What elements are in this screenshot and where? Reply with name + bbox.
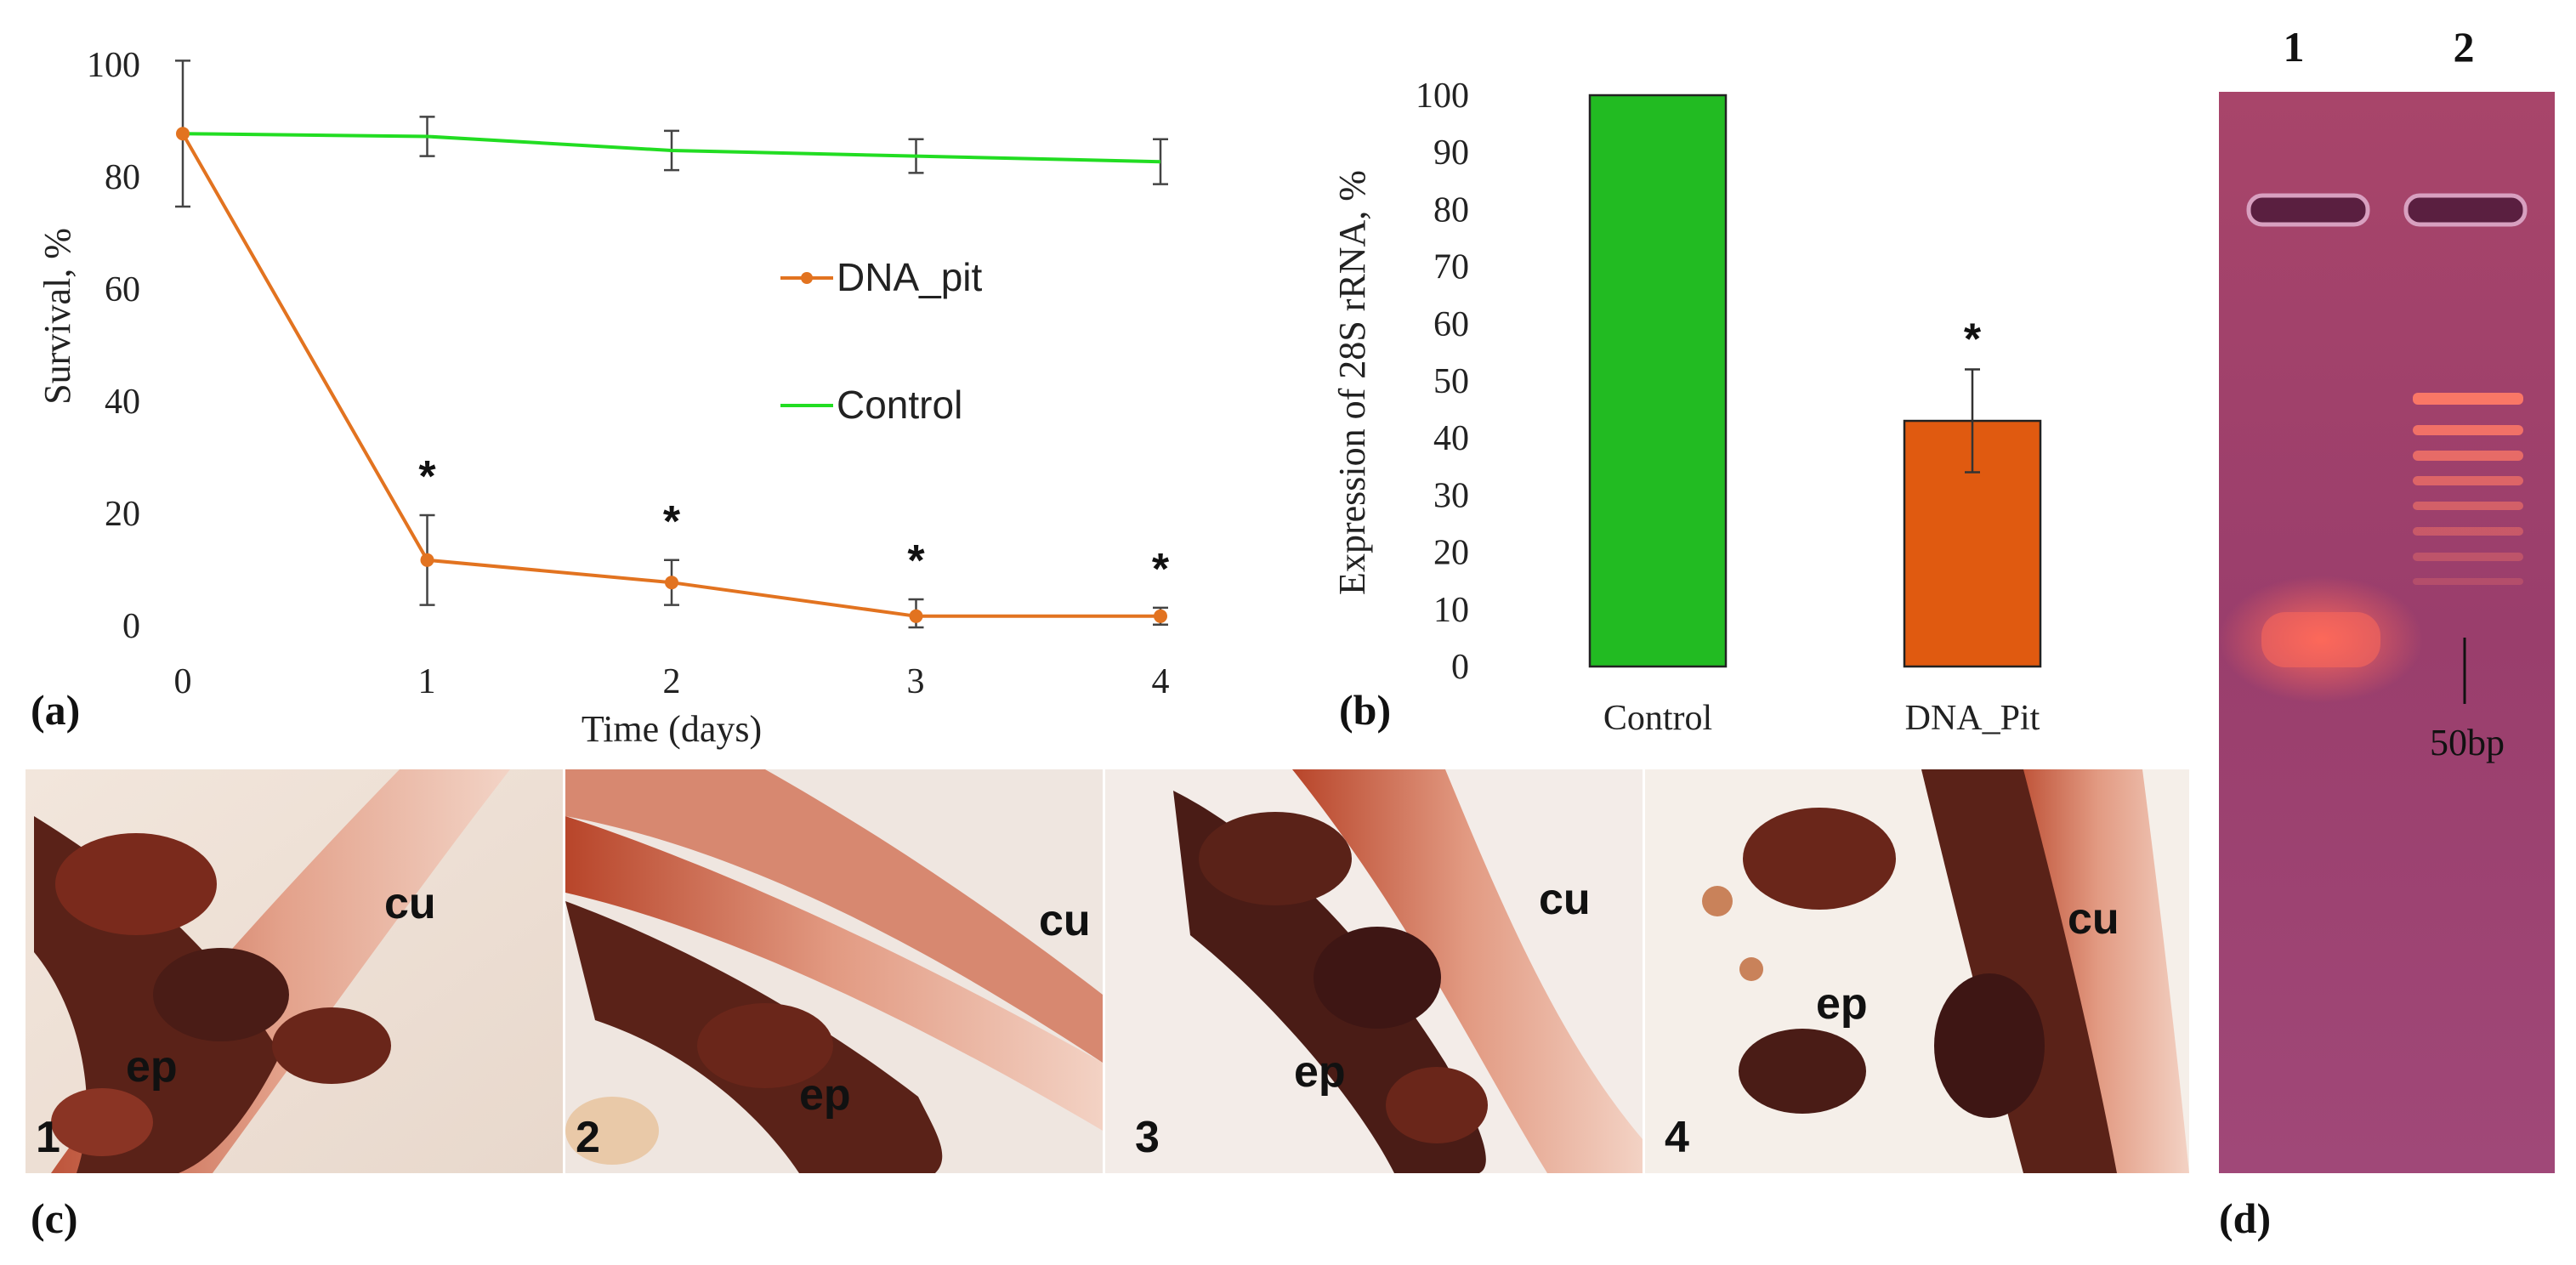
survival-x-axis-label: Time (days)	[582, 708, 762, 750]
significance-star: *	[663, 497, 681, 547]
y-tick-label: 0	[122, 607, 140, 646]
survival-y-axis-label: Survival, %	[37, 228, 78, 405]
histology-image-2	[565, 769, 1103, 1173]
data-point-dna-pit	[176, 127, 190, 141]
survival-legend: DNA_pit Control	[780, 255, 983, 427]
gel-lane-label-1: 1	[2284, 23, 2305, 71]
significance-star: *	[1964, 315, 1982, 365]
rrna-plot-area: *	[1588, 94, 2042, 668]
histology-panels: 1 cu ep 2 cu ep 3 cu ep 4 cu ep (c)	[26, 769, 2189, 1242]
gel-marker-label: 50bp	[2430, 722, 2505, 763]
y-tick-label: 70	[1433, 248, 1469, 287]
histology-ep-label-2: ep	[799, 1070, 851, 1120]
data-point-dna-pit	[1154, 609, 1167, 623]
y-tick-label: 60	[105, 270, 140, 309]
histology-cu-label-2: cu	[1039, 896, 1091, 945]
histology-cu-label-4: cu	[2068, 894, 2119, 944]
y-tick-label: 40	[105, 383, 140, 422]
legend-marker-dna-pit	[801, 272, 813, 284]
y-tick-label: 90	[1433, 133, 1469, 173]
data-point-dna-pit	[909, 609, 923, 623]
x-tick-label: 2	[663, 662, 681, 701]
x-tick-label: 0	[174, 662, 192, 701]
histology-labels: 1 cu ep 2 cu ep 3 cu ep 4 cu ep	[36, 875, 2119, 1162]
histology-image-1	[26, 769, 563, 1173]
gel-lane-label-2: 2	[2454, 23, 2475, 71]
y-tick-label: 40	[1433, 419, 1469, 458]
y-tick-label: 100	[1416, 77, 1469, 116]
legend-label-dna-pit: DNA_pit	[837, 255, 983, 299]
rrna-y-axis-label: Expression of 28S rRNA, %	[1331, 170, 1373, 595]
histology-number-4: 4	[1665, 1113, 1689, 1162]
survival-plot-area: * * * *	[175, 60, 1170, 629]
significance-star: *	[418, 452, 436, 502]
histology-ep-label-4: ep	[1816, 979, 1868, 1029]
survival-line-chart: 0 20 40 60 80 100 0 1 2 3 4 Time (days) …	[31, 46, 1170, 750]
gel-lane-1-smear	[2219, 576, 2423, 703]
survival-y-ticks: 0 20 40 60 80 100	[87, 46, 140, 646]
x-category-label: Control	[1603, 699, 1712, 738]
y-tick-label: 0	[1451, 648, 1469, 687]
panel-label-b: (b)	[1339, 686, 1391, 734]
y-tick-label: 100	[87, 46, 140, 85]
legend-label-control: Control	[837, 383, 962, 427]
y-tick-label: 10	[1433, 591, 1469, 630]
x-tick-label: 3	[907, 662, 925, 701]
rrna-y-ticks: 0 10 20 30 40 50 60 70 80 90 100	[1416, 77, 1469, 687]
histology-image-4	[1645, 769, 2189, 1173]
gel-lane-2-ladder	[2413, 393, 2523, 585]
panel-label-c: (c)	[31, 1194, 78, 1242]
y-tick-label: 30	[1433, 476, 1469, 515]
significance-star: *	[907, 536, 925, 586]
y-tick-label: 50	[1433, 362, 1469, 401]
y-tick-label: 60	[1433, 305, 1469, 344]
histology-number-1: 1	[36, 1113, 60, 1162]
agarose-gel: 50bp 1 2 (d)	[2219, 23, 2555, 1242]
histology-number-3: 3	[1135, 1113, 1160, 1162]
gel-wells	[2246, 193, 2528, 227]
histology-number-2: 2	[576, 1113, 600, 1162]
histology-ep-label-1: ep	[126, 1042, 178, 1092]
significance-star: *	[1152, 545, 1170, 594]
y-tick-label: 20	[105, 495, 140, 534]
histology-cu-label-1: cu	[384, 879, 436, 928]
histology-ep-label-3: ep	[1294, 1047, 1346, 1097]
rrna-bar-chart: 0 10 20 30 40 50 60 70 80 90 100 Expression of 28S…	[1331, 77, 2042, 738]
bar-control	[1588, 94, 1728, 668]
data-point-dna-pit	[420, 553, 434, 567]
data-point-dna-pit	[665, 576, 678, 590]
y-tick-label: 20	[1433, 534, 1469, 573]
x-tick-label: 1	[418, 662, 436, 701]
survival-x-ticks: 0 1 2 3 4	[174, 662, 1170, 701]
y-tick-label: 80	[1433, 190, 1469, 230]
y-tick-label: 80	[105, 158, 140, 197]
histology-cu-label-3: cu	[1539, 875, 1591, 924]
panel-label-d: (d)	[2219, 1194, 2271, 1242]
series-line-control	[182, 132, 1161, 164]
histology-image-3	[1105, 769, 1643, 1173]
x-category-label: DNA_Pit	[1905, 699, 2040, 738]
x-tick-label: 4	[1152, 662, 1170, 701]
panel-label-a: (a)	[31, 686, 80, 734]
